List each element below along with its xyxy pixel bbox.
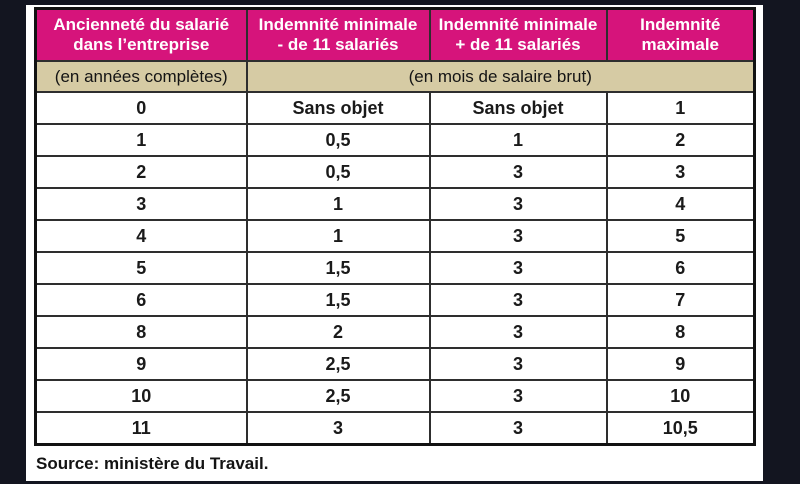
subheader-row: (en années complètes) (en mois de salair… bbox=[34, 60, 756, 93]
table-cell: 1 bbox=[428, 123, 608, 157]
table-cell: 3 bbox=[428, 251, 608, 285]
table-cell: 0 bbox=[34, 91, 248, 125]
header-cell-indemnite-min-moins11: Indemnité minimale - de 11 salariés bbox=[245, 7, 431, 62]
table-cell: 10 bbox=[605, 379, 756, 413]
table-cell: 2,5 bbox=[245, 379, 431, 413]
table-cell: 3 bbox=[428, 315, 608, 349]
table-cell: 4 bbox=[34, 219, 248, 253]
header-cell-indemnite-min-plus11: Indemnité minimale + de 11 salariés bbox=[428, 7, 608, 62]
table-cell: 7 bbox=[605, 283, 756, 317]
table-row: 6 1,5 3 7 bbox=[34, 283, 756, 317]
table-cell: 1 bbox=[245, 219, 431, 253]
table-row: 0 Sans objet Sans objet 1 bbox=[34, 91, 756, 125]
table-row: 11 3 3 10,5 bbox=[34, 411, 756, 446]
table-cell: 10,5 bbox=[605, 411, 756, 446]
table-body: 0 Sans objet Sans objet 1 1 0,5 1 2 2 0,5 3 3 3 1 3 4 4 1… bbox=[34, 91, 756, 446]
severance-table: Ancienneté du salarié dans l’entreprise … bbox=[34, 7, 756, 446]
table-cell: 1,5 bbox=[245, 283, 431, 317]
header-cell-indemnite-max: Indemnité maximale bbox=[605, 7, 756, 62]
table-cell: 2 bbox=[245, 315, 431, 349]
table-cell: 3 bbox=[428, 411, 608, 446]
table-cell: 3 bbox=[428, 187, 608, 221]
table-cell: 2 bbox=[34, 155, 248, 189]
table-cell: 1 bbox=[605, 91, 756, 125]
figure-paper: Ancienneté du salarié dans l’entreprise … bbox=[26, 5, 763, 481]
table-cell: 8 bbox=[605, 315, 756, 349]
header-row: Ancienneté du salarié dans l’entreprise … bbox=[34, 7, 756, 62]
table-cell: 9 bbox=[34, 347, 248, 381]
table-cell: 5 bbox=[34, 251, 248, 285]
subheader-cell-years: (en années complètes) bbox=[34, 60, 248, 93]
table-row: 2 0,5 3 3 bbox=[34, 155, 756, 189]
table-cell: 3 bbox=[428, 155, 608, 189]
table-cell: 11 bbox=[34, 411, 248, 446]
table-cell: 0,5 bbox=[245, 123, 431, 157]
table-cell: 1,5 bbox=[245, 251, 431, 285]
table-cell: 1 bbox=[34, 123, 248, 157]
table-cell: 4 bbox=[605, 187, 756, 221]
table-cell: 5 bbox=[605, 219, 756, 253]
table-cell: 6 bbox=[605, 251, 756, 285]
table-cell: Sans objet bbox=[245, 91, 431, 125]
table-cell: 6 bbox=[34, 283, 248, 317]
header-cell-anciennete: Ancienneté du salarié dans l’entreprise bbox=[34, 7, 248, 62]
table-cell: Sans objet bbox=[428, 91, 608, 125]
table-row: 1 0,5 1 2 bbox=[34, 123, 756, 157]
table-cell: 3 bbox=[428, 283, 608, 317]
table-cell: 3 bbox=[428, 379, 608, 413]
table-row: 10 2,5 3 10 bbox=[34, 379, 756, 413]
table-cell: 1 bbox=[245, 187, 431, 221]
source-note: Source: ministère du Travail. bbox=[36, 454, 269, 473]
table-cell: 3 bbox=[34, 187, 248, 221]
table-cell: 3 bbox=[245, 411, 431, 446]
table-cell: 3 bbox=[428, 347, 608, 381]
table-cell: 3 bbox=[428, 219, 608, 253]
table-cell: 2 bbox=[605, 123, 756, 157]
subheader-cell-months: (en mois de salaire brut) bbox=[245, 60, 756, 93]
table-cell: 0,5 bbox=[245, 155, 431, 189]
table-cell: 3 bbox=[605, 155, 756, 189]
table-cell: 8 bbox=[34, 315, 248, 349]
table-cell: 9 bbox=[605, 347, 756, 381]
table-row: 5 1,5 3 6 bbox=[34, 251, 756, 285]
table-cell: 2,5 bbox=[245, 347, 431, 381]
table-cell: 10 bbox=[34, 379, 248, 413]
table-row: 9 2,5 3 9 bbox=[34, 347, 756, 381]
